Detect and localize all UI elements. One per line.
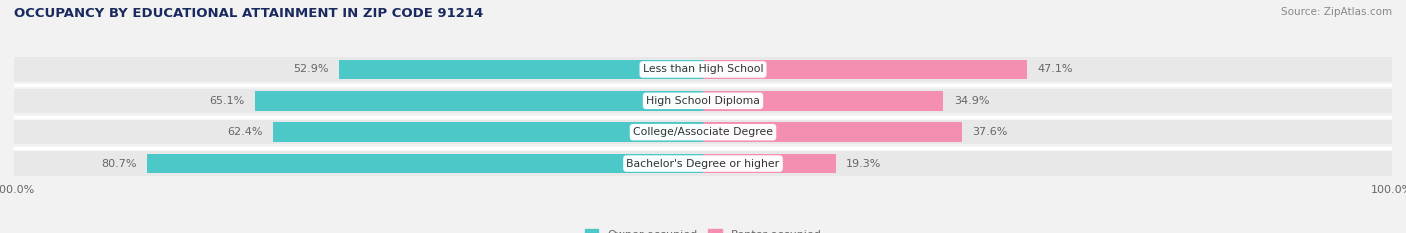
Bar (703, 123, 962, 142)
Bar (14, 151, 1392, 176)
Text: Less than High School: Less than High School (643, 65, 763, 75)
Text: Source: ZipAtlas.com: Source: ZipAtlas.com (1281, 7, 1392, 17)
Text: 47.1%: 47.1% (1038, 65, 1073, 75)
Bar (703, 154, 837, 173)
Bar (14, 89, 1392, 113)
Text: 80.7%: 80.7% (101, 158, 136, 168)
Bar (273, 123, 703, 142)
Text: 52.9%: 52.9% (292, 65, 328, 75)
Text: 37.6%: 37.6% (973, 127, 1008, 137)
Text: College/Associate Degree: College/Associate Degree (633, 127, 773, 137)
Text: 19.3%: 19.3% (846, 158, 882, 168)
Text: Bachelor's Degree or higher: Bachelor's Degree or higher (627, 158, 779, 168)
Text: High School Diploma: High School Diploma (647, 96, 759, 106)
Bar (14, 120, 1392, 144)
Text: OCCUPANCY BY EDUCATIONAL ATTAINMENT IN ZIP CODE 91214: OCCUPANCY BY EDUCATIONAL ATTAINMENT IN Z… (14, 7, 484, 20)
Legend: Owner-occupied, Renter-occupied: Owner-occupied, Renter-occupied (581, 225, 825, 233)
Bar (703, 91, 943, 110)
Bar (14, 57, 1392, 82)
Bar (703, 60, 1028, 79)
Text: 62.4%: 62.4% (228, 127, 263, 137)
Text: 65.1%: 65.1% (209, 96, 245, 106)
Text: 34.9%: 34.9% (953, 96, 990, 106)
Bar (254, 91, 703, 110)
Bar (148, 154, 703, 173)
Bar (339, 60, 703, 79)
